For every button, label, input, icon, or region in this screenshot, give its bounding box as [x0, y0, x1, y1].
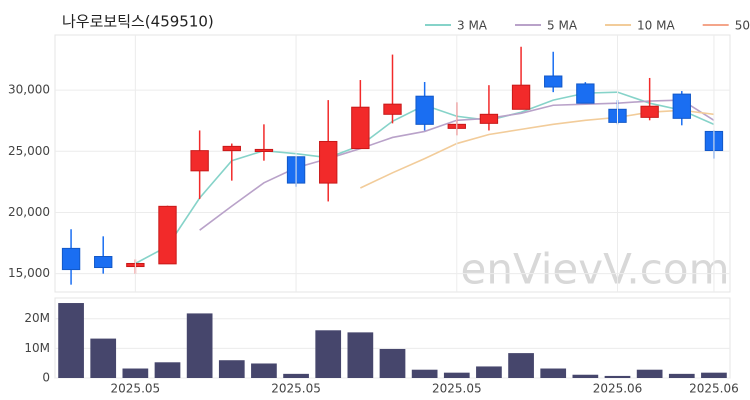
y-tick-label: 10M [24, 341, 50, 355]
volume-bar [443, 372, 470, 378]
x-tick-label: 2025.05 [111, 382, 161, 396]
volume-bar [604, 375, 631, 378]
volume-bar [90, 338, 117, 378]
legend-label: 10 MA [637, 19, 675, 33]
volume-bar [283, 373, 309, 378]
candle-body [672, 93, 691, 119]
volume-bar [251, 363, 277, 378]
candle-body [640, 105, 659, 118]
volume-bar [218, 360, 245, 378]
x-tick-label: 2025.05 [432, 382, 482, 396]
candle-body [190, 150, 209, 172]
volume-bar [122, 368, 149, 378]
y-tick-label: 20,000 [8, 205, 50, 219]
candle-body [94, 256, 113, 269]
volume-bar [636, 369, 663, 378]
candle-body [61, 247, 81, 271]
volume-bar [540, 368, 567, 378]
x-tick-label: 2025.06 [689, 382, 739, 396]
volume-bar [347, 332, 374, 378]
volume-bar [668, 373, 695, 378]
volume-bar [701, 372, 727, 378]
candle-body [576, 83, 595, 104]
candle-body [222, 145, 241, 152]
volume-bar [315, 330, 342, 378]
candle-body [351, 106, 370, 150]
volume-bar [411, 369, 438, 378]
legend-label: 50 MA [735, 19, 750, 33]
legend-label: 5 MA [547, 19, 578, 33]
chart-title: 나우로보틱스(459510) [62, 13, 214, 31]
y-tick-label: 25,000 [8, 144, 50, 158]
volume-bar [154, 362, 181, 378]
candle-body [544, 75, 563, 88]
volume-bar [508, 353, 534, 378]
legend-label: 3 MA [457, 19, 488, 33]
volume-bar [186, 313, 213, 378]
candle-body [158, 205, 177, 265]
candle-body [511, 84, 531, 110]
y-tick-label: 15,000 [8, 266, 50, 280]
candle-body [319, 140, 338, 184]
x-tick-label: 2025.05 [271, 382, 321, 396]
candle-body [479, 113, 499, 124]
candle-body [415, 95, 434, 125]
y-tick-label: 20M [24, 311, 50, 325]
y-tick-label: 0 [42, 371, 50, 385]
candle-body [254, 148, 274, 153]
volume-bar [476, 366, 502, 378]
x-tick-label: 2025.06 [593, 382, 643, 396]
candle-body [383, 103, 402, 115]
y-tick-label: 30,000 [8, 83, 50, 97]
volume-bar [379, 348, 406, 378]
volume-bar [58, 303, 84, 378]
watermark: enVievV.com [460, 245, 729, 294]
volume-bar [572, 374, 599, 378]
